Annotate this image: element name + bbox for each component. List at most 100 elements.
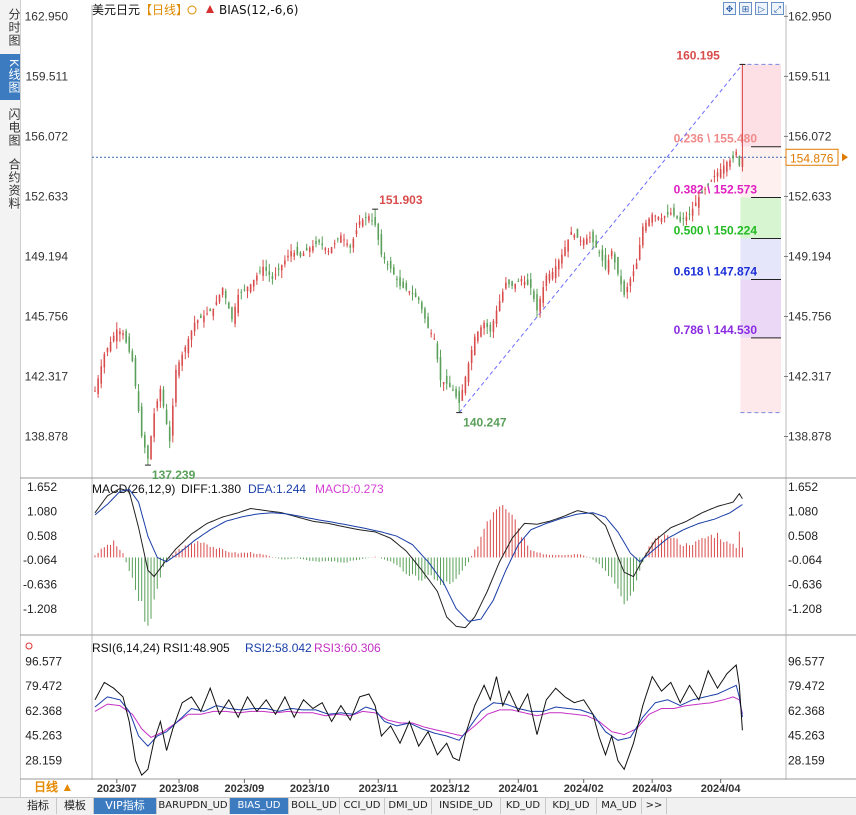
tab-lightning[interactable]: 闪电图 (7, 107, 21, 147)
candle-body (218, 294, 221, 302)
macd-axis-right-label: 0.508 (788, 529, 818, 543)
period-selector-button[interactable]: 日线 ▲ (34, 780, 74, 794)
candle-body (486, 323, 488, 328)
candle-body (610, 251, 613, 257)
left-sidebar: 分时图 K线图 闪电图 合约资料 (0, 0, 21, 797)
candle-body (501, 291, 504, 302)
candle-body (573, 234, 576, 238)
time-tick-label: 2024/01 (498, 783, 538, 795)
price-axis-right-label: 145.756 (788, 309, 832, 323)
indicator-tab[interactable]: INSIDE_UD (432, 798, 501, 814)
candle-body (231, 307, 233, 320)
period-tag[interactable]: 【日线】 (140, 3, 188, 17)
indicator-tab[interactable]: VIP指标 (94, 798, 157, 814)
rsi-axis-left-label: 45.263 (25, 729, 62, 743)
last-price-marker-icon (842, 153, 848, 162)
indicator-tab[interactable]: DMI_UD (385, 798, 432, 814)
candle-body (172, 405, 174, 436)
indicator-tab[interactable]: 指标 (20, 798, 57, 814)
candle-body (561, 254, 563, 264)
zoom-icon[interactable]: ⊞ (739, 2, 752, 15)
settings-icon[interactable] (187, 5, 197, 15)
indicator-tab[interactable]: BIAS_UD (230, 798, 289, 814)
macd-axis-right-label: -0.636 (788, 577, 822, 591)
candle-body (125, 331, 127, 343)
macd-diff-label: DIFF:1.380 (181, 482, 241, 496)
candle-body (265, 266, 267, 271)
candle-body (455, 389, 457, 397)
candle-body (604, 254, 607, 269)
candle-body (716, 172, 719, 177)
candle-body (368, 216, 370, 221)
candle-body (452, 389, 454, 391)
indicator-tab[interactable]: >> (642, 798, 667, 814)
candle-body (442, 382, 445, 385)
candle-body (196, 320, 199, 324)
candle-body (318, 240, 320, 243)
indicator-tab[interactable]: 模板 (57, 798, 94, 814)
candle-body (165, 409, 168, 424)
time-tick-label: 2023/07 (97, 783, 137, 795)
candle-body (579, 240, 582, 242)
tab-kline[interactable]: K线图 (0, 54, 21, 100)
fib-level-label: 0.500 \ 150.224 (674, 223, 758, 237)
candle-body (542, 287, 545, 303)
indicator-tab[interactable]: KDJ_UD (546, 798, 597, 814)
candle-body (523, 281, 526, 285)
candle-body (738, 156, 741, 166)
candle-body (184, 347, 187, 352)
indicator-tab[interactable]: BOLL_UD (289, 798, 340, 814)
indicator-tab[interactable]: KD_UD (501, 798, 546, 814)
move-icon[interactable]: ✥ (723, 2, 736, 15)
candle-body (545, 275, 548, 287)
price-axis-right-label: 162.950 (788, 9, 832, 23)
play-icon[interactable]: ▷ (755, 2, 768, 15)
rsi1-line (94, 663, 743, 776)
candle-body (701, 191, 703, 193)
candle-body (346, 243, 348, 246)
candle-body (598, 252, 601, 254)
up-arrow-icon (206, 5, 214, 13)
indicator-tab[interactable]: BARUPDN_UD (157, 798, 230, 814)
candle-body (741, 157, 744, 167)
candle-body (648, 218, 650, 226)
price-axis-left-label: 162.950 (25, 9, 69, 23)
candle-body (128, 336, 131, 352)
fib-zone (740, 146, 781, 198)
candle-body (162, 389, 165, 407)
rsi-title: RSI(6,14,24) (92, 641, 160, 655)
candle-body (343, 239, 345, 241)
candle-body (240, 291, 243, 293)
candle-body (296, 246, 299, 255)
candle-body (153, 413, 155, 438)
candle-body (271, 275, 274, 280)
candle-body (551, 272, 554, 279)
candle-body (393, 267, 395, 275)
candle-body (557, 260, 560, 270)
candle-body (280, 265, 283, 271)
candle-body (377, 223, 380, 240)
candle-body (324, 248, 327, 251)
candle-body (433, 338, 436, 340)
candle-body (564, 247, 566, 256)
tab-contract-info[interactable]: 合约资料 (7, 158, 21, 210)
tab-timeshare[interactable]: 分时图 (7, 7, 21, 47)
indicator-tab[interactable]: MA_UD (597, 798, 642, 814)
candle-body (694, 202, 697, 207)
candle-body (489, 324, 492, 332)
price-axis-left-label: 149.194 (25, 249, 69, 263)
candle-body (355, 230, 358, 235)
candle-body (635, 263, 638, 269)
candle-body (140, 406, 143, 437)
fib-level-label: 0.382 \ 152.573 (674, 182, 758, 196)
candle-body (405, 283, 408, 290)
candle-body (94, 390, 96, 392)
rsi-settings-icon (25, 642, 33, 650)
candle-body (567, 239, 569, 252)
indicator-tab[interactable]: CCI_UD (340, 798, 385, 814)
candle-body (732, 155, 734, 159)
candle-body (629, 279, 632, 287)
price-axis-left-label: 138.878 (25, 429, 69, 443)
candle-body (383, 256, 386, 260)
expand-icon[interactable]: ⤢ (771, 2, 784, 15)
